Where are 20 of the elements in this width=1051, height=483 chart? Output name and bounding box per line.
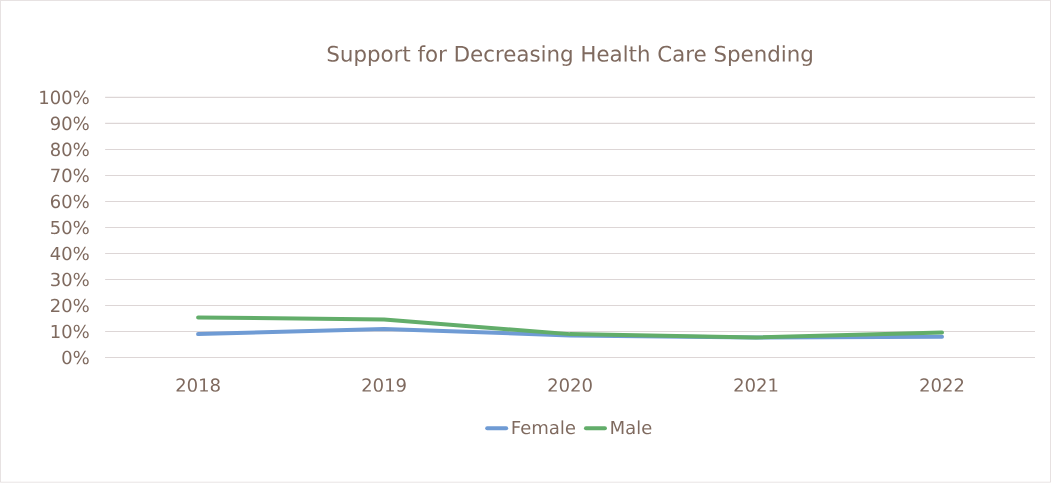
legend-label: Male — [611, 420, 652, 435]
y-tick-label: 80% — [50, 142, 89, 157]
y-tick-label: 10% — [51, 324, 89, 339]
y-tick-label: 100% — [40, 90, 89, 105]
y-tick-label: 40% — [50, 246, 89, 261]
y-tick-label: 0% — [62, 350, 89, 365]
y-tick-label: 60% — [50, 194, 89, 209]
legend-label: Female — [512, 420, 576, 435]
y-tick-label: 20% — [51, 298, 89, 313]
x-tick-label: 2022 — [920, 378, 964, 393]
x-tick-label: 2019 — [362, 378, 406, 393]
y-tick-label: 90% — [50, 116, 89, 131]
x-tick-label: 2021 — [734, 378, 778, 393]
x-tick-label: 2020 — [548, 378, 592, 393]
x-tick-label: 2018 — [176, 378, 220, 393]
y-tick-label: 50% — [51, 220, 89, 235]
y-tick-label: 30% — [51, 272, 89, 287]
line-series — [196, 315, 945, 340]
y-tick-label: 70% — [51, 168, 89, 183]
chart-title: Support for Decreasing Health Care Spending — [327, 45, 812, 67]
